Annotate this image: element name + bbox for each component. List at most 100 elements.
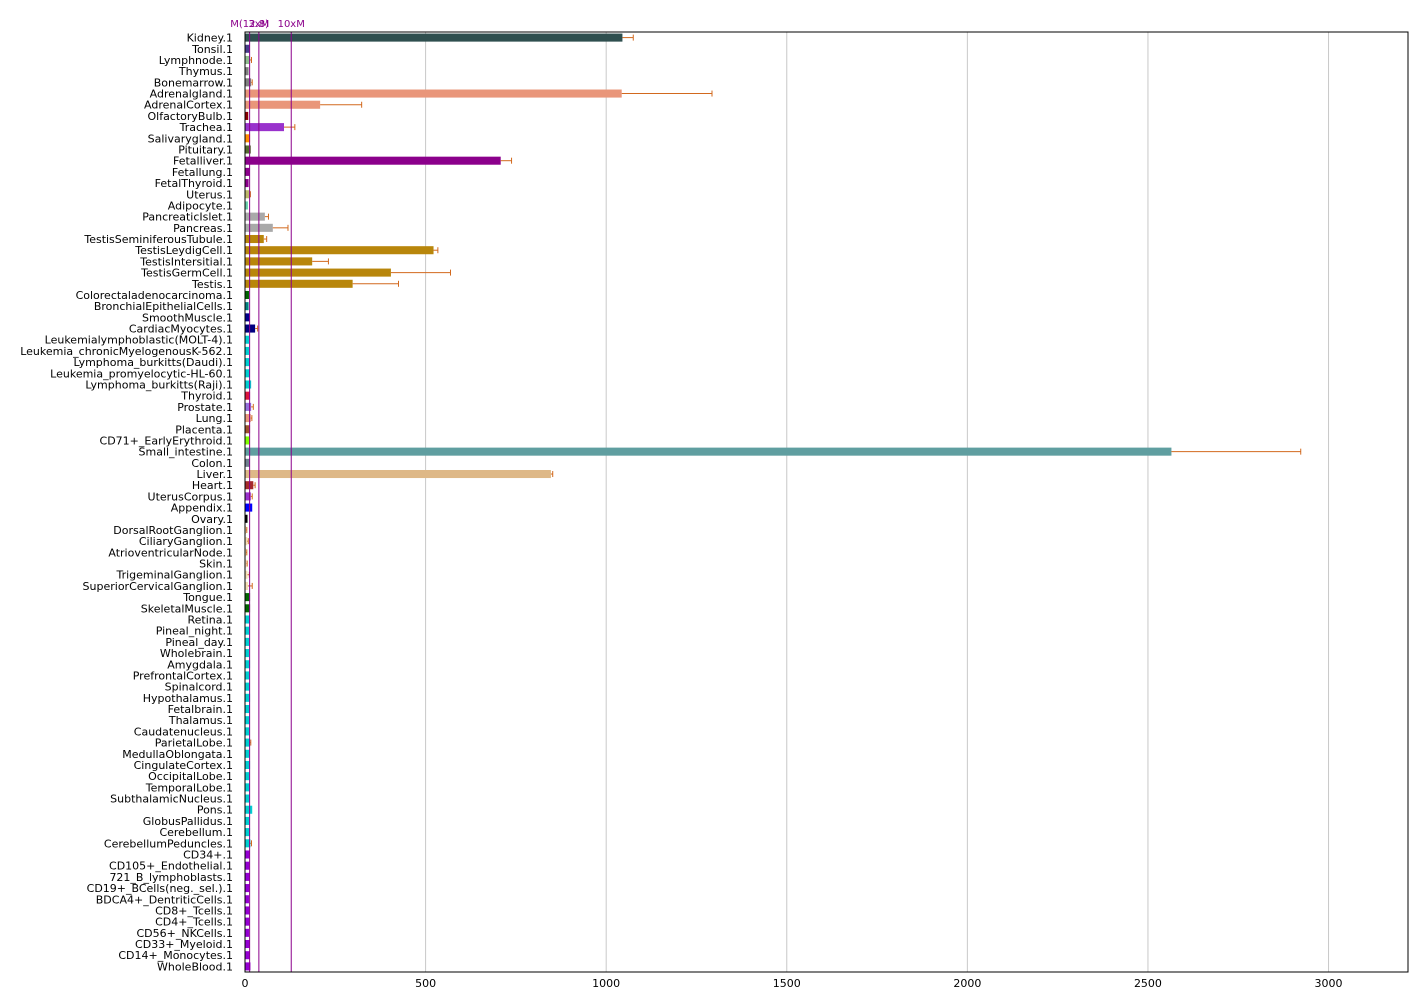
bar — [245, 414, 251, 423]
category-label: TrigeminalGanglion.1 — [116, 569, 234, 582]
category-label: CD19+_BCells(neg._sel.).1 — [87, 882, 233, 895]
plot-frame — [244, 31, 1409, 973]
category-label: Lymphoma_burkitts(Raji).1 — [85, 379, 233, 392]
bar — [245, 346, 249, 355]
category-label: TestisSeminiferousTubule.1 — [83, 233, 233, 246]
category-label: CD71+_EarlyErythroid.1 — [100, 434, 233, 447]
category-label: Caudatenucleus.1 — [134, 725, 233, 738]
category-label: BronchialEpithelialCells.1 — [94, 300, 233, 313]
category-label: Tonsil.1 — [191, 43, 233, 56]
category-label: Lymphnode.1 — [159, 54, 233, 67]
bar — [245, 234, 264, 244]
category-label: Trachea.1 — [179, 121, 233, 134]
bar — [245, 884, 250, 893]
bar — [245, 313, 250, 322]
bar — [245, 469, 551, 479]
category-label: Pons.1 — [197, 804, 233, 817]
bar — [245, 850, 250, 859]
category-label: WholeBlood.1 — [157, 960, 233, 973]
category-label: Salivarygland.1 — [148, 132, 233, 145]
bar — [245, 559, 247, 568]
error-bars — [246, 34, 1302, 847]
category-label: Lung.1 — [196, 412, 233, 425]
category-label: Amygdala.1 — [167, 658, 233, 671]
category-label: Tongue.1 — [182, 591, 233, 604]
category-label: TestisLeydigCell.1 — [134, 244, 233, 257]
category-label: FetalThyroid.1 — [155, 177, 233, 190]
x-tick-label: 1000 — [592, 977, 620, 990]
bar — [245, 805, 253, 814]
category-label: Ovary.1 — [191, 513, 233, 526]
category-label: OccipitalLobe.1 — [148, 770, 233, 783]
bar — [245, 100, 321, 109]
category-label: CD14+_Monocytes.1 — [118, 949, 233, 962]
category-label: Leukemia_promyelocytic-HL-60.1 — [50, 367, 233, 380]
category-labels: Kidney.1Tonsil.1Lymphnode.1Thymus.1Bonem… — [20, 32, 233, 974]
category-label: Testis.1 — [191, 278, 233, 291]
bar — [245, 212, 265, 221]
category-label: Thymus.1 — [178, 65, 233, 78]
bar — [245, 514, 248, 523]
bar — [245, 917, 250, 926]
category-label: Pineal_night.1 — [156, 625, 233, 638]
bar — [245, 537, 248, 546]
category-label: BDCA4+_DentriticCells.1 — [96, 893, 233, 906]
category-label: Prostate.1 — [177, 401, 233, 414]
bar — [245, 369, 250, 378]
category-label: 721_B_lymphoblasts.1 — [109, 871, 233, 884]
category-label: TestisGermCell.1 — [140, 267, 233, 280]
category-label: AtrioventricularNode.1 — [108, 546, 233, 559]
category-label: Fetalbrain.1 — [168, 703, 233, 716]
category-label: TemporalLobe.1 — [145, 781, 233, 794]
bar — [245, 928, 249, 937]
category-label: Cerebellum.1 — [159, 826, 233, 839]
reference-lines: M(12.8)3xM 10xM — [230, 19, 305, 972]
category-label: PancreaticIslet.1 — [142, 211, 233, 224]
bar — [245, 570, 248, 579]
category-label: Skin.1 — [199, 558, 233, 571]
bar — [245, 615, 250, 624]
bar — [245, 156, 501, 165]
category-label: Colon.1 — [191, 457, 233, 470]
x-tick-label: 1500 — [773, 977, 801, 990]
bar — [245, 458, 250, 467]
bar — [245, 682, 250, 691]
category-label: Hypothalamus.1 — [143, 692, 233, 705]
category-label: CD4+_Tcells.1 — [155, 916, 233, 929]
bar — [245, 167, 250, 176]
x-tick-label: 0 — [242, 977, 249, 990]
category-label: Retina.1 — [188, 614, 234, 627]
category-label: UterusCorpus.1 — [148, 490, 233, 503]
category-label: SmoothMuscle.1 — [142, 311, 233, 324]
category-label: Thyroid.1 — [180, 390, 233, 403]
bar — [245, 783, 250, 792]
category-label: SuperiorCervicalGanglion.1 — [83, 580, 233, 593]
category-label: CD33+_Myeloid.1 — [135, 938, 233, 951]
bar — [245, 951, 250, 960]
reference-line-label: 10xM — [278, 19, 305, 30]
x-axis-ticks: 0 500 1000 1500 2000 2500 3000 — [242, 977, 1343, 990]
category-label: CingulateCortex.1 — [134, 759, 233, 772]
bar — [245, 749, 250, 758]
category-label: CD34+.1 — [183, 849, 233, 862]
bar — [245, 503, 253, 512]
category-label: Pineal_day.1 — [165, 636, 233, 649]
bar — [245, 939, 250, 949]
bar — [245, 358, 250, 367]
bar — [245, 111, 249, 120]
category-label: Leukemialymphoblastic(MOLT-4).1 — [45, 334, 233, 347]
category-label: Spinalcord.1 — [165, 681, 233, 694]
category-label: CiliaryGanglion.1 — [139, 535, 233, 548]
category-label: Small_intestine.1 — [139, 446, 234, 459]
bar — [245, 816, 250, 825]
category-label: CerebellumPeduncles.1 — [104, 837, 233, 850]
bar — [245, 123, 285, 132]
bar — [245, 134, 251, 143]
grid-lines — [425, 32, 1330, 972]
category-label: ParietalLobe.1 — [155, 737, 233, 750]
bar — [245, 89, 622, 98]
bar — [245, 772, 250, 781]
bar — [245, 78, 252, 87]
bar — [245, 581, 248, 590]
